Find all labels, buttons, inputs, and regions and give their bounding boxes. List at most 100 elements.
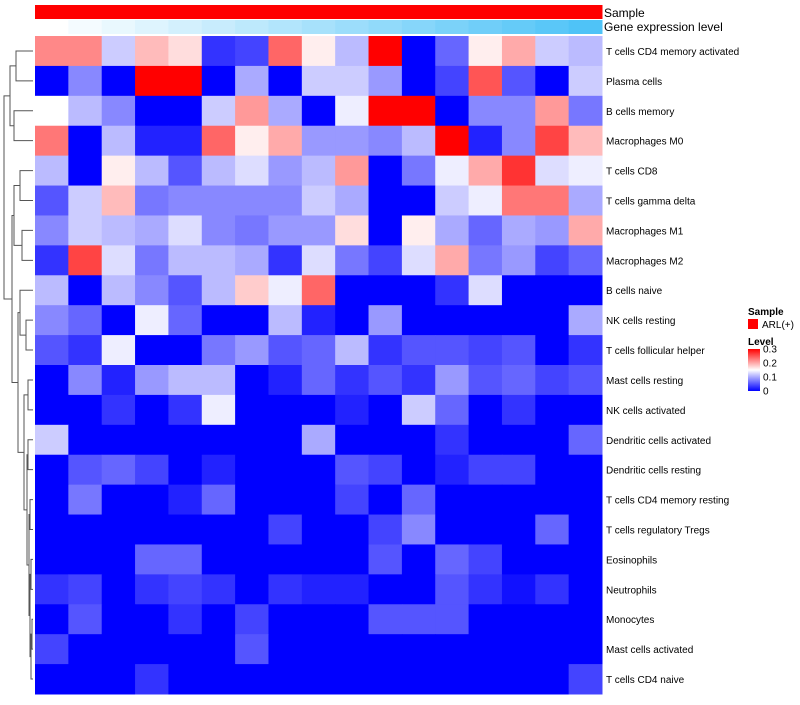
heatmap-cell	[168, 95, 203, 127]
heatmap-cell	[201, 36, 236, 67]
heatmap-cell	[301, 155, 336, 187]
heatmap-cell	[535, 574, 570, 605]
heatmap-cell	[535, 185, 570, 216]
heatmap-cell	[101, 454, 136, 486]
sample-annotation-cell	[168, 5, 203, 19]
heatmap-cell	[368, 155, 403, 187]
heatmap-cell	[135, 634, 169, 665]
heatmap-cell	[535, 335, 570, 366]
heatmap-cell	[268, 454, 303, 486]
expression-annotation-cell	[535, 20, 570, 34]
heatmap-cell	[568, 484, 603, 516]
heatmap-cell	[201, 574, 236, 605]
heatmap-cell	[401, 185, 436, 216]
expression-annotation-cell	[168, 20, 203, 34]
heatmap-cell	[268, 65, 303, 97]
heatmap-cell	[35, 664, 69, 695]
heatmap-cell	[335, 424, 370, 456]
heatmap-cell	[468, 454, 503, 486]
expression-annotation-cell	[468, 20, 503, 34]
heatmap-cell	[401, 365, 436, 396]
heatmap-cell	[235, 275, 269, 306]
sample-annotation-cell	[135, 5, 169, 19]
heatmap-cell	[501, 125, 536, 157]
heatmap-cell	[268, 305, 303, 336]
row-label: Plasma cells	[606, 77, 662, 88]
heatmap-cell	[68, 95, 103, 127]
heatmap-cell	[101, 394, 136, 426]
heatmap-cell	[168, 604, 203, 635]
heatmap-cell	[201, 125, 236, 157]
heatmap-cell	[501, 335, 536, 366]
heatmap-cell	[401, 544, 436, 575]
heatmap-cell	[301, 36, 336, 67]
heatmap-cell	[101, 245, 136, 276]
heatmap-cell	[168, 125, 203, 157]
row-label: T cells gamma delta	[606, 197, 696, 208]
sample-annotation-cell	[335, 5, 370, 19]
row-label: Mast cells resting	[606, 376, 683, 387]
heatmap-cell	[401, 394, 436, 426]
heatmap-cell	[268, 365, 303, 396]
heatmap-cell	[401, 604, 436, 635]
heatmap-cell	[468, 275, 503, 306]
heatmap-cell	[568, 454, 603, 486]
heatmap-cell	[368, 484, 403, 516]
heatmap-cell	[35, 484, 69, 516]
sample-annotation-cell	[435, 5, 470, 19]
sample-annotation-cell	[201, 5, 236, 19]
heatmap-cell	[435, 65, 470, 97]
expression-annotation-cell	[268, 20, 303, 34]
heatmap-cell	[235, 484, 269, 516]
heatmap-cell	[568, 514, 603, 545]
heatmap-cell	[235, 95, 269, 127]
heatmap-cell	[35, 544, 69, 575]
row-label: NK cells activated	[606, 406, 685, 417]
heatmap-cell	[268, 634, 303, 665]
heatmap-cell	[235, 604, 269, 635]
heatmap-cell	[101, 215, 136, 246]
heatmap-cell	[268, 335, 303, 366]
heatmap-cell	[435, 544, 470, 575]
heatmap-cell	[535, 664, 570, 695]
heatmap-cell	[468, 125, 503, 157]
row-label: NK cells resting	[606, 316, 675, 327]
heatmap-cell	[101, 664, 136, 695]
heatmap-cell	[468, 95, 503, 127]
heatmap-cell	[435, 185, 470, 216]
heatmap-cell	[235, 365, 269, 396]
heatmap-cell	[168, 454, 203, 486]
heatmap-cell	[68, 484, 103, 516]
heatmap-cell	[368, 544, 403, 575]
heatmap-cell	[368, 574, 403, 605]
heatmap-cell	[301, 544, 336, 575]
heatmap-cell	[35, 514, 69, 545]
heatmap-cell	[268, 275, 303, 306]
heatmap-cell	[368, 65, 403, 97]
sample-annotation-cell	[535, 5, 570, 19]
heatmap-cell	[268, 574, 303, 605]
heatmap-cell	[35, 424, 69, 456]
row-label: Macrophages M2	[606, 256, 684, 267]
heatmap-cell	[301, 424, 336, 456]
legend-tick-label: 0.2	[763, 359, 777, 370]
heatmap-cell	[68, 514, 103, 545]
heatmap-cell	[201, 275, 236, 306]
heatmap-cell	[535, 215, 570, 246]
heatmap-cell	[568, 305, 603, 336]
heatmap-cell	[368, 36, 403, 67]
heatmap-cell	[535, 155, 570, 187]
heatmap-cell	[168, 514, 203, 545]
heatmap-cell	[468, 305, 503, 336]
heatmap-cell	[68, 125, 103, 157]
heatmap-cell	[101, 544, 136, 575]
heatmap-cell	[501, 95, 536, 127]
heatmap-cell	[368, 125, 403, 157]
heatmap-cell	[268, 514, 303, 545]
heatmap-cell	[535, 544, 570, 575]
heatmap-cell	[501, 634, 536, 665]
expression-annotation-cell	[201, 20, 236, 34]
heatmap-cell	[435, 245, 470, 276]
heatmap-cell	[501, 424, 536, 456]
heatmap-cell	[35, 36, 69, 67]
